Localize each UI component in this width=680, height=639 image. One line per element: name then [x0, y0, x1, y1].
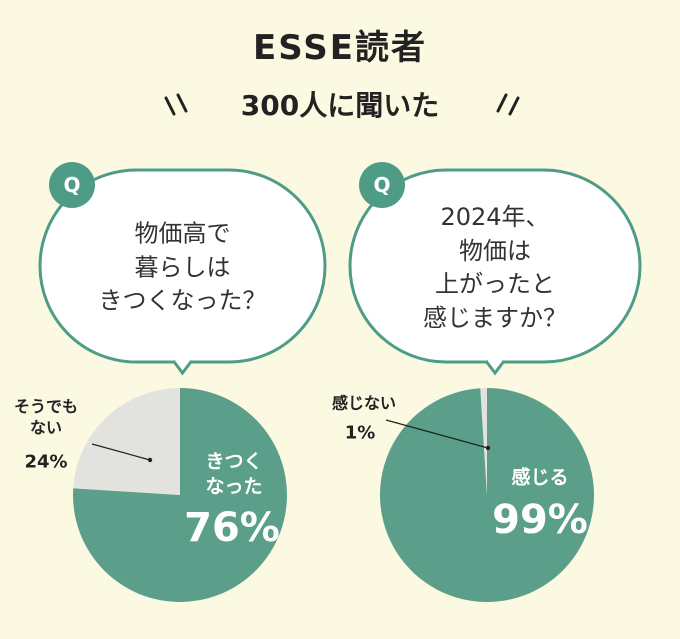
pie-slice [480, 388, 487, 495]
decoration [164, 93, 520, 116]
slash [164, 96, 176, 116]
bubble-pointer [484, 360, 506, 376]
value-label: 1% [344, 422, 376, 444]
pie-slice [73, 388, 180, 495]
title: ESSE読者 [253, 27, 427, 68]
leader-line [385, 419, 489, 449]
slice-label: 感じる [511, 466, 569, 489]
q-badge-label: Q [63, 173, 81, 197]
subtitle: 300人に聞いた [240, 88, 440, 122]
q-badge [359, 162, 405, 208]
slash [508, 96, 520, 116]
slash [496, 93, 508, 113]
leader-dot [147, 457, 153, 463]
bubble-pointer [172, 360, 193, 376]
value-label: 24% [24, 451, 68, 473]
leader-dot [485, 445, 491, 451]
value-label: 76% [184, 505, 280, 551]
slice-label: 感じない [331, 393, 397, 413]
pie-slice [380, 388, 595, 602]
question: 物価高で 暮らしは きつくなった？ [98, 219, 267, 315]
value-label: 99% [492, 497, 588, 543]
question: 2024年、 物価は 上がったと 感じますか？ [423, 202, 567, 332]
q-badge [49, 162, 95, 208]
leader-line [91, 443, 151, 461]
q-badge-label: Q [373, 173, 391, 197]
slash [176, 93, 188, 113]
slice-label: そうでも ない [13, 397, 79, 437]
slice-label: きつく なった [205, 450, 263, 497]
